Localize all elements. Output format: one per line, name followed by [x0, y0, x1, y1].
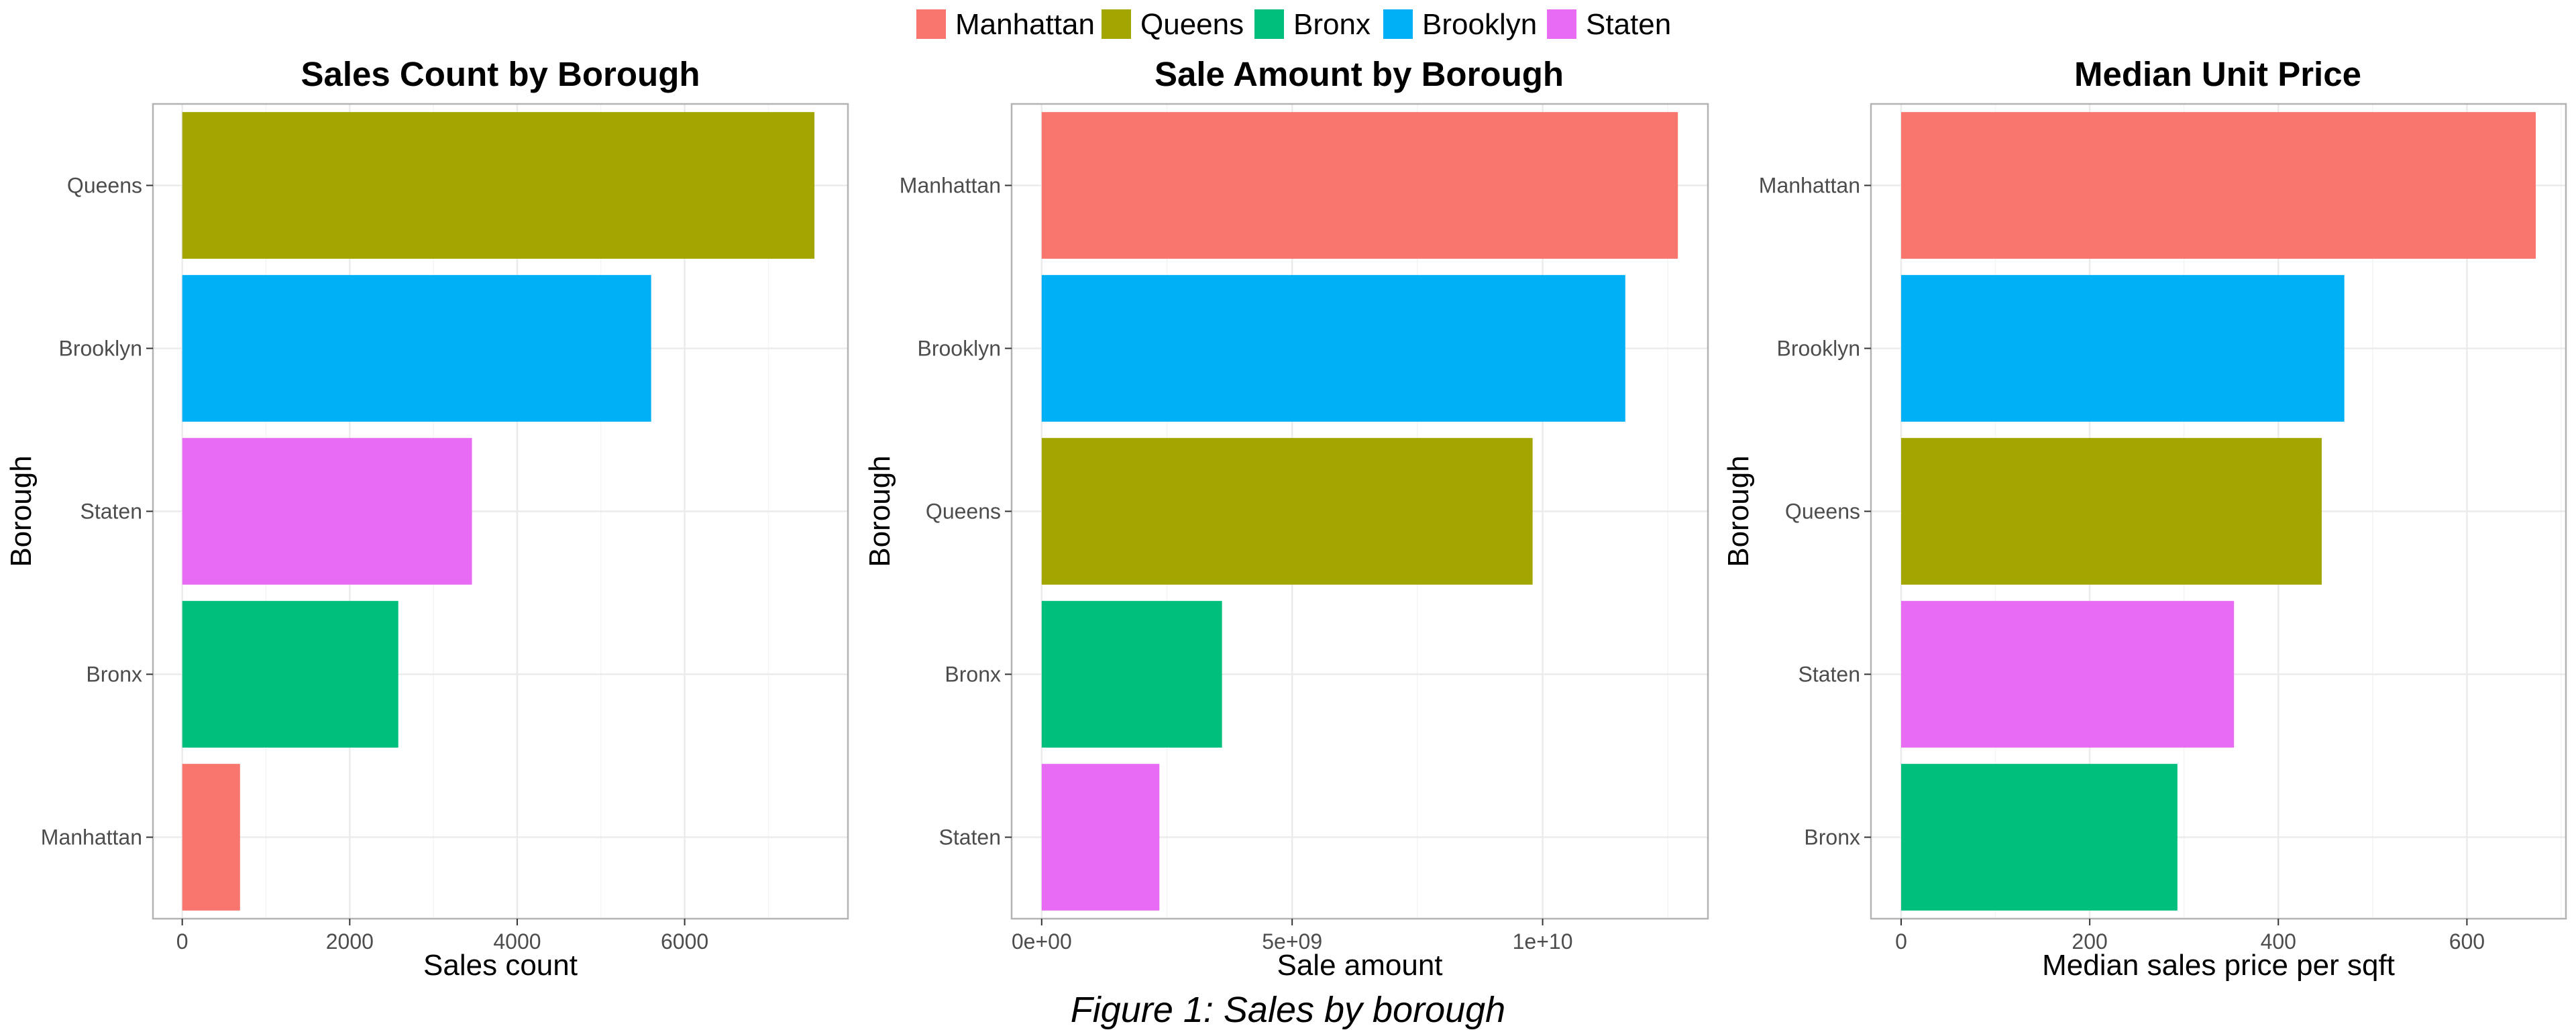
x-tick-label: 0: [176, 929, 189, 954]
x-tick-labels: 0 200 400 600: [1895, 919, 2485, 954]
bar-manhattan: [1900, 112, 2536, 259]
bar-queens: [1041, 438, 1533, 585]
bar-bronx: [1041, 601, 1222, 748]
y-tick-label-staten: Staten: [1798, 663, 1860, 687]
bar-queens: [1900, 438, 2322, 585]
x-tick-label: 5e+09: [1262, 929, 1322, 954]
bar-staten: [1041, 764, 1160, 911]
legend-label-staten: Staten: [1586, 8, 1671, 41]
x-axis-title: Sales count: [423, 949, 578, 982]
y-axis-title: Borough: [5, 455, 38, 567]
x-tick-labels: 0e+00 5e+09 1e+10: [1012, 919, 1573, 954]
y-tick-label-queens: Queens: [926, 500, 1001, 524]
x-tick-label: 0: [1895, 929, 1907, 954]
legend-item-bronx: Bronx: [1254, 8, 1371, 41]
x-tick-label: 6000: [661, 929, 708, 954]
y-tick-label-manhattan: Manhattan: [1759, 174, 1860, 198]
y-tick-label-bronx: Bronx: [86, 663, 142, 687]
y-tick-label-queens: Queens: [67, 174, 142, 198]
legend-label-brooklyn: Brooklyn: [1422, 8, 1537, 41]
panel-title: Sales Count by Borough: [301, 55, 700, 93]
y-axis-title: Borough: [1722, 455, 1755, 567]
legend-item-queens: Queens: [1102, 8, 1244, 41]
y-tick-labels: Queens Brooklyn Staten Bronx Manhattan: [41, 174, 153, 850]
chart-panel-1: Queens Brooklyn Staten Bronx Manhattan 0 2000 4…: [5, 55, 849, 982]
y-tick-label-brooklyn: Brooklyn: [59, 337, 143, 361]
y-axis-title: Borough: [863, 455, 896, 567]
x-tick-label: 600: [2449, 929, 2485, 954]
panel-title: Sale Amount by Borough: [1155, 55, 1564, 93]
y-tick-label-bronx: Bronx: [1804, 825, 1860, 850]
legend-key-queens: [1102, 9, 1131, 39]
y-tick-label-brooklyn: Brooklyn: [1777, 337, 1861, 361]
bar-queens: [182, 112, 815, 259]
legend-item-manhattan: Manhattan: [916, 8, 1095, 41]
x-axis-title: Median sales price per sqft: [2042, 949, 2395, 982]
bar-manhattan: [182, 764, 240, 911]
bars: [182, 112, 815, 911]
panel-title: Median Unit Price: [2074, 55, 2361, 93]
bars: [1900, 112, 2536, 911]
y-tick-label-queens: Queens: [1785, 500, 1860, 524]
legend-key-manhattan: [916, 9, 946, 39]
bar-brooklyn: [182, 275, 651, 422]
y-tick-label-bronx: Bronx: [945, 663, 1001, 687]
y-tick-label-staten: Staten: [938, 825, 1001, 850]
legend-item-brooklyn: Brooklyn: [1383, 8, 1537, 41]
legend-key-staten: [1547, 9, 1576, 39]
x-tick-label: 400: [2261, 929, 2296, 954]
figure-caption: Figure 1: Sales by borough: [1071, 990, 1505, 1030]
y-tick-labels: Manhattan Brooklyn Queens Bronx Staten: [900, 174, 1012, 850]
legend-label-queens: Queens: [1140, 8, 1244, 41]
legend: Manhattan Queens Bronx Brooklyn Staten: [916, 8, 1671, 41]
y-tick-label-manhattan: Manhattan: [900, 174, 1001, 198]
bar-brooklyn: [1041, 275, 1625, 422]
legend-key-brooklyn: [1383, 9, 1413, 39]
bar-manhattan: [1041, 112, 1678, 259]
chart-panel-2: Manhattan Brooklyn Queens Bronx Staten 0e+00 5…: [863, 55, 1709, 982]
x-tick-label: 2000: [326, 929, 374, 954]
bar-staten: [182, 438, 472, 585]
y-tick-label-brooklyn: Brooklyn: [918, 337, 1002, 361]
legend-key-bronx: [1254, 9, 1284, 39]
x-axis-title: Sale amount: [1277, 949, 1442, 982]
x-tick-labels: 0 2000 4000 6000: [176, 919, 708, 954]
bar-bronx: [182, 601, 398, 748]
bar-brooklyn: [1900, 275, 2345, 422]
legend-label-manhattan: Manhattan: [955, 8, 1095, 41]
x-tick-label: 4000: [493, 929, 541, 954]
legend-item-staten: Staten: [1547, 8, 1671, 41]
chart-panel-3: Manhattan Brooklyn Queens Staten Bronx 0 200 40…: [1722, 55, 2567, 982]
y-tick-label-staten: Staten: [80, 500, 142, 524]
y-tick-label-manhattan: Manhattan: [41, 825, 142, 850]
x-tick-label: 0e+00: [1012, 929, 1072, 954]
legend-label-bronx: Bronx: [1293, 8, 1371, 41]
bar-bronx: [1900, 764, 2178, 911]
x-tick-label: 200: [2072, 929, 2107, 954]
x-tick-label: 1e+10: [1513, 929, 1573, 954]
bar-staten: [1900, 601, 2235, 748]
y-tick-labels: Manhattan Brooklyn Queens Staten Bronx: [1759, 174, 1871, 850]
bars: [1041, 112, 1678, 911]
